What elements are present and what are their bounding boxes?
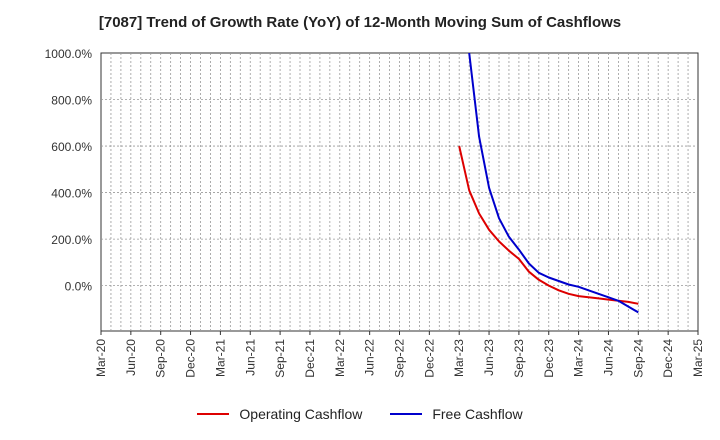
- x-tick-label: Dec-21: [303, 339, 317, 378]
- series-line-operating-cashflow: [458, 145, 639, 305]
- x-tick-label: Sep-23: [512, 339, 526, 378]
- x-tick-label: Jun-22: [363, 339, 377, 376]
- x-tick-label: Sep-20: [154, 339, 168, 378]
- x-tick-label: Mar-22: [333, 339, 347, 377]
- x-tick-label: Sep-24: [631, 339, 645, 378]
- x-tick-label: Mar-25: [691, 339, 705, 377]
- y-tick-label: 600.0%: [51, 140, 92, 154]
- chart-title: [7087] Trend of Growth Rate (YoY) of 12-…: [98, 14, 622, 31]
- y-tick-label: 1000.0%: [45, 47, 93, 61]
- y-tick-label: 800.0%: [51, 94, 92, 108]
- legend-label-free-cashflow: Free Cashflow: [432, 406, 523, 422]
- x-tick-label: Dec-24: [661, 339, 675, 378]
- x-tick-label: Dec-22: [422, 339, 436, 378]
- x-tick-label: Mar-24: [572, 339, 586, 377]
- x-tick-label: Mar-20: [94, 339, 108, 377]
- x-tick-label: Mar-23: [452, 339, 466, 377]
- legend-item-operating-cashflow: Operating Cashflow: [197, 406, 362, 422]
- y-tick-label: 200.0%: [51, 233, 92, 247]
- x-tick-label: Jun-23: [482, 339, 496, 376]
- x-tick-label: Sep-21: [273, 339, 287, 378]
- legend-swatch-free-cashflow: [390, 413, 423, 415]
- legend-item-free-cashflow: Free Cashflow: [390, 406, 523, 422]
- x-tick-label: Sep-22: [393, 339, 407, 378]
- legend-label-operating-cashflow: Operating Cashflow: [239, 406, 363, 422]
- x-tick-label: Mar-21: [213, 339, 227, 377]
- x-tick-label: Jun-21: [243, 339, 257, 376]
- series-line-free-cashflow: [468, 53, 639, 314]
- x-tick-label: Dec-23: [542, 339, 556, 378]
- y-tick-label: 0.0%: [65, 280, 93, 294]
- legend-swatch-operating-cashflow: [197, 413, 230, 415]
- x-tick-label: Dec-20: [184, 339, 198, 378]
- x-tick-label: Jun-20: [124, 339, 138, 376]
- y-tick-label: 400.0%: [51, 187, 92, 201]
- x-tick-label: Jun-24: [601, 339, 615, 376]
- chart-legend: Operating Cashflow Free Cashflow: [0, 406, 720, 422]
